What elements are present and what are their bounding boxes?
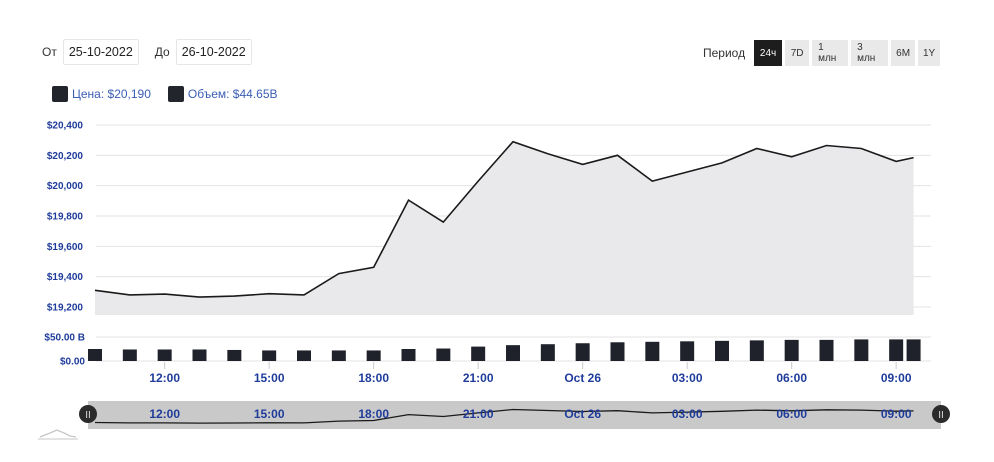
navigator-label: 12:00 xyxy=(149,407,180,421)
navigator-line xyxy=(94,408,914,424)
volume-bar xyxy=(297,350,311,361)
navigator-label: Oct 26 xyxy=(564,407,601,421)
volume-bar xyxy=(366,350,381,361)
date-range: От 25-10-2022 До 26-10-2022 xyxy=(42,39,252,65)
x-tick-label: 06:00 xyxy=(776,371,807,385)
navigator[interactable]: 12:00 15:00 18:00 21:00 Oct 26 03:00 06:00 09:0… xyxy=(79,401,950,429)
volume-bar xyxy=(157,349,172,361)
period-24h-button[interactable]: 24ч xyxy=(754,40,783,66)
volume-bar xyxy=(819,339,834,361)
navigator-label: 09:00 xyxy=(881,407,912,421)
navigator-left-handle-knob xyxy=(79,405,97,423)
navigator-label: 06:00 xyxy=(776,407,807,421)
volume-bar xyxy=(122,349,137,361)
volume-bar xyxy=(575,343,590,361)
x-tick-label: 03:00 xyxy=(672,371,703,385)
volume-bar xyxy=(680,341,695,361)
legend-price[interactable]: Цена: $20,190 xyxy=(52,86,151,102)
volume-bar xyxy=(227,349,242,361)
period-label: Период xyxy=(703,46,746,60)
volume-bar xyxy=(645,341,660,361)
volume-bar xyxy=(401,349,416,361)
volume-tick-label: $50.00 B xyxy=(44,333,85,344)
navigator-label: 15:00 xyxy=(254,407,285,421)
from-date-input[interactable]: 25-10-2022 xyxy=(62,39,139,65)
y-tick-label: $19,200 xyxy=(47,303,84,314)
x-tick-label: 18:00 xyxy=(358,371,389,385)
legend-price-label: Цена: $20,190 xyxy=(72,87,151,101)
volume-y-axis: $50.00 B $0.00 xyxy=(44,333,85,368)
volume-bar xyxy=(610,342,625,361)
legend-volume[interactable]: Объем: $44.65B xyxy=(167,86,278,102)
legend-volume-label: Объем: $44.65B xyxy=(187,87,278,101)
x-tick-label: 21:00 xyxy=(463,371,494,385)
chart-watermark-icon xyxy=(38,429,78,440)
y-tick-label: $19,400 xyxy=(47,272,84,283)
volume-bar xyxy=(262,350,277,361)
volume-tick-label: $0.00 xyxy=(60,357,85,368)
volume-bars xyxy=(88,339,921,361)
y-tick-label: $20,400 xyxy=(47,121,84,132)
volume-bar xyxy=(436,348,451,361)
navigator-label: 03:00 xyxy=(672,407,703,421)
volume-bar xyxy=(331,350,346,361)
y-tick-label: $19,600 xyxy=(47,242,84,253)
period-selector: Период 24ч 7D 1 млн 3 млн 6M 1Y xyxy=(703,40,941,66)
navigator-label: 18:00 xyxy=(358,407,389,421)
price-area xyxy=(95,141,914,315)
volume-bar xyxy=(854,339,869,361)
navigator-label: 21:00 xyxy=(463,407,494,421)
price-y-axis: $20,400 $20,200 $20,000 $19,800 $19,600 $19,4… xyxy=(47,121,84,314)
navigator-left-handle[interactable]: II xyxy=(79,405,97,423)
y-tick-label: $20,200 xyxy=(47,151,84,162)
period-7d-button[interactable]: 7D xyxy=(785,40,810,66)
volume-bar xyxy=(749,340,764,361)
to-label: До xyxy=(154,45,170,59)
navigator-right-handle[interactable]: II xyxy=(932,405,950,423)
chart-legend: Цена: $20,190 Объем: $44.65B xyxy=(52,86,295,102)
from-label: От xyxy=(42,45,57,59)
x-tick-label: 15:00 xyxy=(254,371,285,385)
period-6m-button[interactable]: 6M xyxy=(891,40,916,66)
navigator-track xyxy=(88,401,941,429)
volume-bar xyxy=(540,344,555,361)
volume-bar xyxy=(506,345,520,361)
navigator-right-handle-grip-label: II xyxy=(938,410,944,421)
legend-price-swatch xyxy=(52,86,68,102)
legend-volume-swatch xyxy=(167,86,184,102)
volume-bar xyxy=(715,340,729,361)
x-tick-label: 09:00 xyxy=(881,371,912,385)
volume-bar xyxy=(784,339,799,361)
volume-bar xyxy=(192,349,207,361)
volume-bar xyxy=(906,339,921,361)
y-tick-label: $19,800 xyxy=(47,212,84,223)
period-1m-button[interactable]: 1 млн xyxy=(812,40,849,66)
volume-bar xyxy=(889,339,904,361)
navigator-left-handle-grip-label: II xyxy=(85,410,91,421)
period-3m-button[interactable]: 3 млн xyxy=(851,40,889,66)
to-date-input[interactable]: 26-10-2022 xyxy=(175,39,252,65)
price-line xyxy=(94,140,914,298)
period-1y-button[interactable]: 1Y xyxy=(918,40,941,66)
navigator-right-handle-knob xyxy=(932,405,950,423)
x-tick-label: 12:00 xyxy=(149,371,180,385)
volume-bar xyxy=(471,346,486,361)
y-tick-label: $20,000 xyxy=(47,181,84,192)
time-x-axis: 12:00 15:00 18:00 21:00 Oct 26 03:00 06:00 09:0… xyxy=(149,362,912,385)
volume-bar xyxy=(88,349,102,361)
x-tick-label: Oct 26 xyxy=(564,371,601,385)
